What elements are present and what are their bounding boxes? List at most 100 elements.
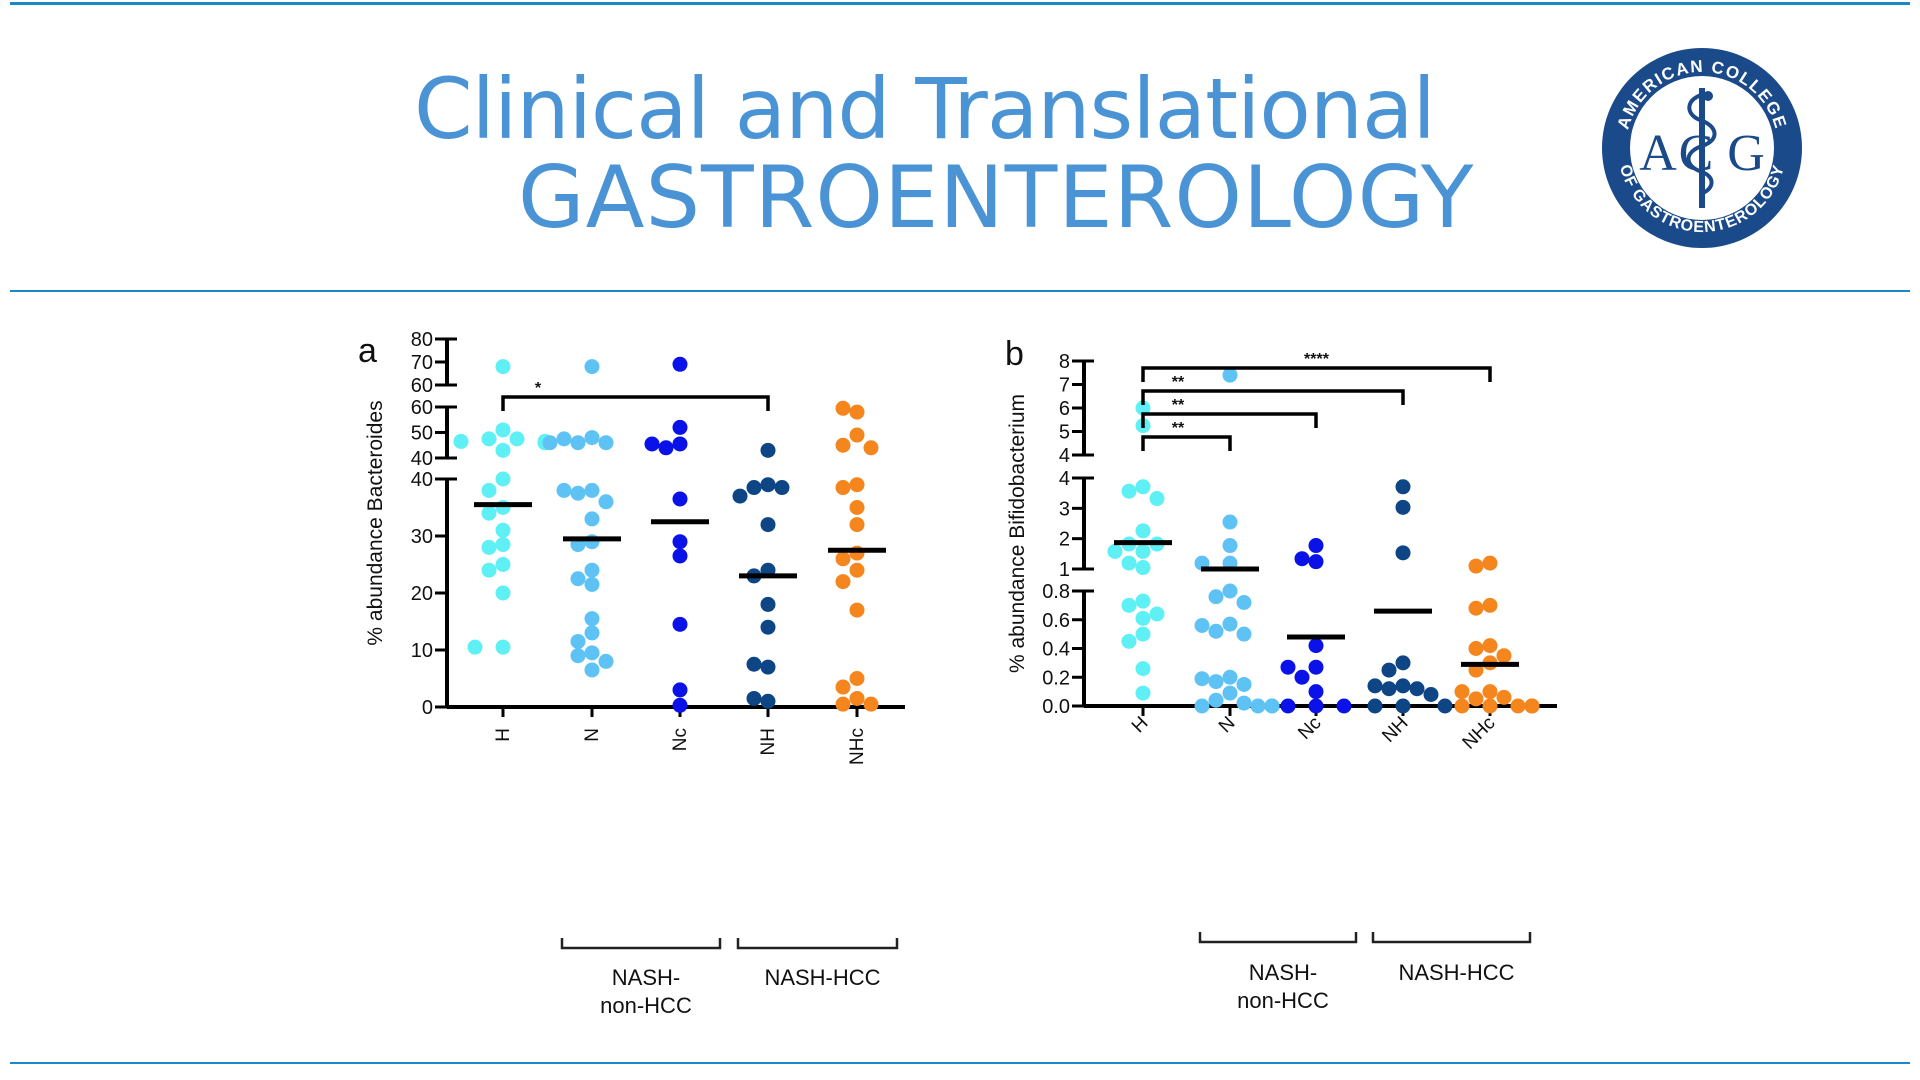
data-point-n: [1194, 698, 1210, 714]
data-point-nh: [1423, 687, 1439, 702]
data-point-nhc: [835, 437, 851, 453]
significance-label: **: [1172, 420, 1185, 437]
bottom-rule: [10, 1062, 1910, 1064]
data-point-n: [1222, 669, 1238, 685]
x-tick-label: NHc: [847, 728, 868, 765]
data-point-nhc: [1524, 698, 1540, 714]
data-point-n: [1222, 367, 1238, 383]
data-point-n: [1222, 538, 1238, 554]
logo-initial-g: G: [1727, 125, 1765, 182]
data-point-nhc: [849, 404, 865, 420]
x-tick-label: NH: [1378, 713, 1412, 747]
data-point-n: [1222, 583, 1238, 599]
y-tick-label: 1: [1059, 559, 1070, 581]
data-point-n: [1222, 514, 1238, 530]
y-tick-label: 0.6: [1042, 610, 1070, 632]
data-point-h: [1135, 685, 1151, 701]
data-point-nhc: [1468, 600, 1484, 616]
data-point-n: [556, 482, 572, 498]
data-point-n: [1222, 685, 1238, 701]
data-point-n: [1236, 595, 1252, 610]
group-label: NASH-HCC: [1398, 960, 1514, 985]
data-point-nhc: [849, 671, 865, 686]
data-point-nhc: [849, 477, 865, 493]
data-point-h: [1135, 610, 1151, 626]
data-point-n: [1264, 698, 1280, 714]
y-tick-label: 0.2: [1042, 667, 1070, 689]
data-point-n: [598, 435, 614, 451]
significance-label: *: [535, 380, 542, 397]
y-tick-label: 20: [411, 583, 433, 605]
y-tick-label: 3: [1059, 498, 1070, 520]
data-point-nc: [672, 697, 688, 713]
y-tick-label: 30: [411, 526, 433, 548]
data-point-nc: [672, 436, 688, 452]
data-point-nh: [1381, 662, 1397, 678]
data-point-n: [584, 662, 600, 678]
data-point-n: [570, 485, 586, 501]
data-point-nc: [644, 436, 660, 452]
data-point-nc: [672, 419, 688, 435]
data-point-nh: [760, 619, 776, 635]
x-tick-label: N: [1215, 713, 1240, 738]
data-point-nc: [1308, 554, 1324, 570]
data-point-nh: [1395, 479, 1411, 495]
data-point-n: [1250, 698, 1266, 714]
y-tick-label: 0.8: [1042, 581, 1070, 603]
acg-logo: AMERICAN COLLEGE OF GASTROENTEROLOGY A C…: [1602, 48, 1802, 248]
data-point-nhc: [1482, 698, 1498, 714]
data-point-nh: [1395, 678, 1411, 694]
y-tick-label: 40: [411, 469, 433, 491]
data-point-nhc: [849, 562, 865, 578]
data-point-h: [1135, 661, 1151, 677]
x-tick-label: H: [493, 728, 514, 742]
data-point-n: [598, 494, 614, 510]
data-point-h: [1149, 606, 1165, 622]
data-point-nhc: [1454, 698, 1470, 714]
data-point-n: [542, 435, 558, 451]
data-point-nh: [760, 477, 776, 493]
x-tick-label: NH: [758, 728, 779, 755]
data-point-h: [495, 537, 511, 553]
group-bracket: [1198, 932, 1358, 944]
logo-initial-a: A: [1639, 125, 1677, 182]
data-point-nhc: [835, 551, 851, 567]
data-point-h: [495, 359, 511, 375]
data-point-nh: [1367, 678, 1383, 694]
data-point-nhc: [835, 696, 851, 712]
data-point-nhc: [835, 679, 851, 695]
data-point-h: [495, 422, 511, 438]
data-point-nc: [1294, 551, 1310, 567]
data-point-h: [495, 585, 511, 601]
data-point-nc: [672, 491, 688, 507]
x-tick-label: H: [1128, 713, 1153, 738]
data-point-nh: [1395, 545, 1411, 561]
data-point-n: [1208, 692, 1224, 708]
data-point-nhc: [849, 427, 865, 443]
significance-bracket: [501, 395, 770, 411]
data-point-n: [598, 653, 614, 669]
data-point-n: [584, 576, 600, 592]
data-point-h: [1135, 523, 1151, 539]
data-point-h: [1149, 491, 1165, 507]
data-point-nhc: [1482, 597, 1498, 613]
data-point-nc: [1280, 698, 1296, 714]
data-point-nh: [1409, 681, 1425, 697]
y-tick-label: 60: [411, 397, 433, 419]
data-point-nh: [746, 480, 762, 496]
data-point-nhc: [1454, 684, 1470, 700]
top-rule: [10, 2, 1910, 5]
group-bracket: [560, 938, 722, 950]
data-point-h: [1135, 543, 1151, 559]
data-point-nh: [760, 693, 776, 709]
group-label: NASH-HCC: [764, 965, 880, 990]
data-point-h: [453, 433, 469, 449]
data-point-h: [1121, 555, 1137, 571]
data-point-nh: [1437, 698, 1453, 714]
group-label: non-HCC: [600, 993, 692, 1018]
data-point-nhc: [835, 400, 851, 416]
y-tick-label: 60: [411, 375, 433, 397]
x-tick-label: N: [582, 728, 603, 742]
data-point-nc: [1308, 659, 1324, 675]
data-point-h: [1135, 593, 1151, 609]
